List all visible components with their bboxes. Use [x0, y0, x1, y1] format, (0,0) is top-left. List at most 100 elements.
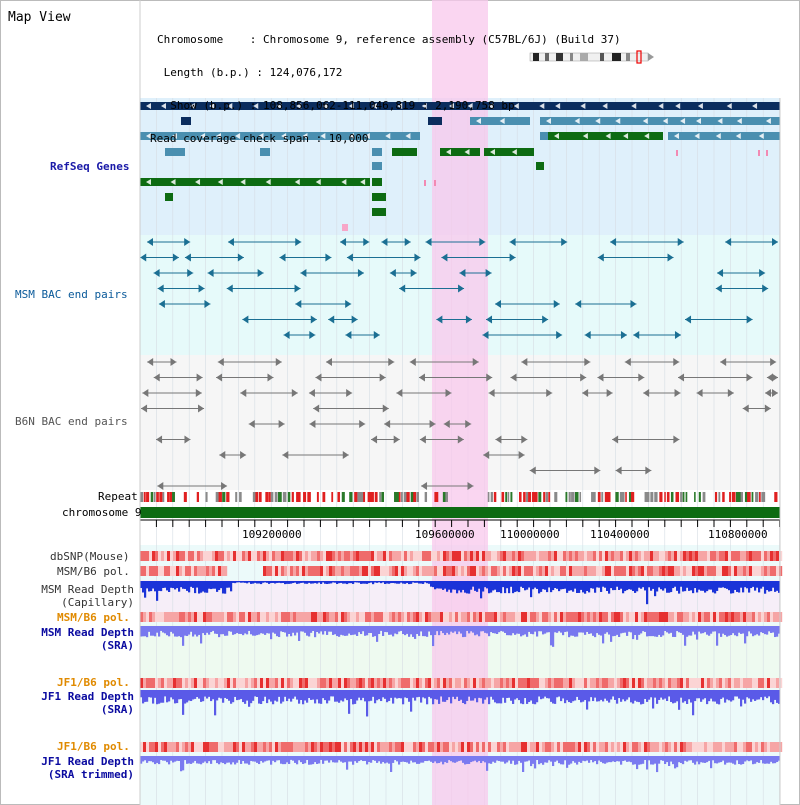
read-depth-bar — [352, 690, 355, 705]
read-depth-bar — [462, 756, 465, 763]
track-label-b6n-bac[interactable]: B6N BAC end pairs — [15, 415, 128, 428]
polymorphism-cell — [497, 551, 501, 561]
refseq-gene[interactable] — [165, 148, 185, 156]
read-depth-bar — [762, 690, 765, 701]
polymorphism-cell — [302, 566, 306, 576]
read-depth-bar — [256, 756, 259, 763]
read-depth-bar — [284, 690, 287, 697]
polymorphism-cell — [755, 566, 759, 576]
polymorphism-cell — [290, 566, 294, 576]
polymorphism-cell — [203, 742, 207, 752]
track-label-repeat[interactable]: Repeat — [98, 490, 138, 503]
refseq-gene[interactable] — [181, 117, 191, 125]
polymorphism-cell — [245, 612, 249, 622]
read-depth-bar — [732, 690, 735, 701]
refseq-gene[interactable] — [540, 132, 550, 140]
polymorphism-cell — [656, 742, 660, 752]
polymorphism-cell — [665, 678, 669, 688]
polymorphism-cell — [395, 742, 399, 752]
refseq-gene[interactable] — [372, 162, 382, 170]
polymorphism-cell — [668, 612, 672, 622]
track-label-refseq[interactable]: RefSeq Genes — [50, 160, 130, 173]
refseq-gene[interactable] — [766, 150, 768, 156]
read-depth-bar — [252, 581, 255, 584]
refseq-gene[interactable] — [540, 117, 690, 125]
selected-region-highlight[interactable] — [432, 0, 488, 805]
read-depth-bar — [198, 756, 201, 764]
refseq-gene[interactable] — [140, 102, 780, 110]
read-depth-bar — [228, 756, 231, 763]
read-depth-bar — [316, 626, 319, 633]
polymorphism-cell — [275, 612, 279, 622]
refseq-gene[interactable] — [536, 162, 544, 170]
refseq-gene[interactable] — [260, 148, 270, 156]
read-depth-bar — [488, 626, 491, 637]
polymorphism-cell — [188, 566, 192, 576]
repeat-element — [265, 492, 269, 502]
track-label-jf1-b6-pol-2[interactable]: JF1/B6 pol. — [57, 740, 130, 753]
read-depth-bar — [280, 756, 283, 764]
refseq-gene[interactable] — [428, 117, 442, 125]
polymorphism-cell — [551, 742, 555, 752]
read-depth-bar — [336, 690, 339, 702]
strand-arrow-icon — [156, 435, 163, 444]
refseq-gene[interactable] — [372, 148, 382, 156]
read-depth-bar — [276, 756, 279, 761]
msm-bac-features[interactable] — [140, 238, 778, 339]
read-depth-bar — [386, 581, 389, 584]
read-depth-bar — [596, 626, 599, 634]
refseq-gene[interactable] — [668, 132, 780, 140]
read-depth-bar — [158, 690, 161, 704]
polymorphism-cell — [719, 551, 723, 561]
refseq-gene[interactable] — [676, 150, 678, 156]
refseq-gene[interactable] — [372, 208, 386, 216]
refseq-gene[interactable] — [140, 132, 420, 140]
refseq-gene[interactable] — [758, 150, 760, 156]
refseq-gene[interactable] — [392, 148, 417, 156]
b6n-bac-features[interactable] — [141, 358, 778, 490]
read-depth-bar — [620, 690, 623, 702]
refseq-gene[interactable] — [440, 148, 480, 156]
polymorphism-cell — [773, 742, 777, 752]
strand-arrow-icon — [554, 133, 559, 139]
strand-arrow-icon — [275, 358, 282, 366]
polymorphism-cell — [569, 551, 573, 561]
refseq-gene-features[interactable] — [140, 102, 780, 231]
track-label-jf1-trimmed[interactable]: JF1 Read Depth — [41, 755, 134, 768]
refseq-gene[interactable] — [424, 180, 426, 186]
polymorphism-cell — [566, 678, 570, 688]
track-label-msm-depth-sra[interactable]: MSM Read Depth — [41, 626, 134, 639]
read-depth-bar — [426, 581, 429, 584]
refseq-gene[interactable] — [140, 178, 370, 186]
refseq-gene[interactable] — [372, 193, 386, 201]
read-depth-bar — [688, 581, 691, 591]
read-depth-bar — [434, 581, 437, 590]
refseq-gene[interactable] — [434, 180, 436, 186]
read-depth-bar — [142, 581, 145, 593]
track-label-msm-depth-capillary[interactable]: MSM Read Depth — [41, 583, 134, 596]
track-label-msm-b6-pol[interactable]: MSM/B6 pol. — [57, 565, 130, 578]
polymorphism-cell — [605, 566, 609, 576]
track-label-dbsnp[interactable]: dbSNP(Mouse) — [50, 550, 130, 563]
strand-arrow-icon — [580, 373, 587, 382]
polymorphism-cell — [626, 551, 630, 561]
refseq-gene[interactable] — [372, 178, 382, 186]
refseq-gene[interactable] — [548, 132, 663, 140]
polymorphism-cell — [413, 742, 417, 752]
read-depth-bar — [720, 626, 723, 637]
refseq-gene[interactable] — [484, 148, 534, 156]
chromosome-ideogram[interactable] — [529, 50, 654, 64]
track-label-jf1-b6-pol[interactable]: JF1/B6 pol. — [57, 676, 130, 689]
read-depth-bar — [390, 756, 393, 772]
refseq-gene[interactable] — [690, 117, 780, 125]
read-depth-bar — [324, 756, 327, 761]
track-label-jf1-depth[interactable]: JF1 Read Depth — [41, 690, 134, 703]
polymorphism-cell — [323, 551, 327, 561]
polymorphism-cell — [362, 612, 366, 622]
polymorphism-cell — [308, 551, 312, 561]
refseq-gene[interactable] — [165, 193, 173, 201]
track-label-msm-b6-pol-2[interactable]: MSM/B6 pol. — [57, 611, 130, 624]
refseq-gene[interactable] — [342, 224, 348, 231]
track-label-msm-bac[interactable]: MSM BAC end pairs — [15, 288, 128, 301]
polymorphism-cell — [716, 742, 720, 752]
